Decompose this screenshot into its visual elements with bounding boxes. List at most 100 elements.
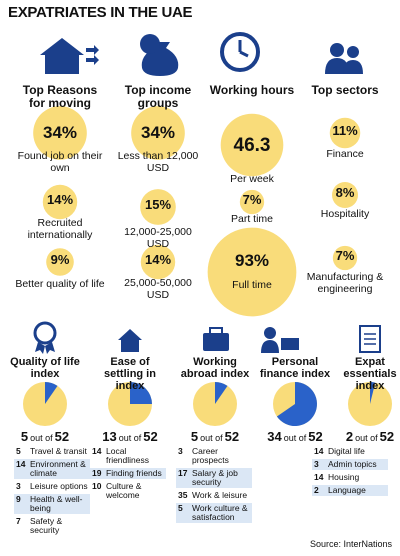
bubble-text: Finance — [326, 148, 364, 160]
total: 52 — [143, 429, 158, 444]
bubble-text: Hospitality — [320, 208, 370, 220]
bubble — [46, 248, 74, 276]
item-text: Culture & welcome — [106, 481, 142, 500]
item-rank: 10 — [92, 481, 102, 491]
item-text: Housing — [328, 472, 360, 482]
rank-text: 13 out of 52 — [90, 429, 170, 444]
index-heading: Working abroad index — [180, 356, 250, 381]
bubble-text: Manufacturing & engineering — [306, 271, 384, 295]
bubble-label: 93% — [234, 251, 270, 270]
item-text: Environment & climate — [30, 459, 86, 478]
bubble — [131, 106, 185, 160]
bubble-text: 12,000-25,000 USD — [124, 226, 192, 250]
bubble — [329, 117, 361, 149]
item-text: Finding friends — [106, 468, 162, 478]
index-item: 14 Environment & climate — [14, 459, 90, 479]
column-heading: Top sectors — [311, 83, 379, 97]
total: 52 — [379, 429, 395, 444]
bubble-text: Less than 12,000 USD — [117, 150, 199, 174]
item-rank: 3 — [16, 481, 21, 491]
index-item: 2 Language — [312, 485, 388, 496]
rank-text: 5 out of 52 — [5, 429, 85, 444]
item-text: Travel & transit — [30, 446, 87, 456]
item-text: Safety & security — [30, 516, 63, 535]
item-rank: 14 — [314, 472, 324, 482]
column-heading: Working hours — [209, 83, 295, 97]
index-heading: Ease of settling in index — [104, 356, 156, 393]
item-text: Leisure options — [30, 481, 88, 491]
index-item: 35 Work & leisure — [176, 490, 252, 501]
item-rank: 7 — [16, 516, 21, 526]
pie-slice — [276, 382, 317, 426]
index-item: 14 Housing — [312, 472, 388, 483]
index-heading: Personal finance index — [259, 356, 331, 381]
item-text: Admin topics — [328, 459, 377, 469]
bubble-text: Part time — [230, 213, 273, 225]
item-rank: 35 — [178, 490, 188, 500]
index-item: 14 Digital life — [312, 446, 388, 457]
index-item: 10 Culture & welcome — [90, 481, 166, 501]
bubble-text: Per week — [230, 173, 274, 185]
item-rank: 3 — [314, 459, 319, 469]
out-of: out of — [118, 433, 142, 443]
bubble-label: 46.3 — [233, 135, 271, 156]
out-of: out of — [30, 433, 53, 443]
index-item: 5 Work culture & satisfaction — [176, 503, 252, 523]
item-rank: 2 — [314, 485, 319, 495]
item-text: Digital life — [328, 446, 365, 456]
item-text: Career prospects — [192, 446, 229, 465]
item-rank: 3 — [178, 446, 183, 456]
index-item: 3 Leisure options — [14, 481, 90, 492]
bubble — [33, 106, 87, 160]
item-text: Health & well-being — [30, 494, 83, 513]
bubble — [140, 189, 176, 225]
bubble — [140, 244, 176, 280]
bubble — [239, 189, 265, 215]
rank: 13 — [102, 429, 117, 444]
item-rank: 19 — [92, 468, 102, 478]
out-of: out of — [283, 433, 307, 443]
bubble-label: 34% — [42, 123, 78, 142]
item-rank: 9 — [16, 494, 21, 504]
out-of: out of — [355, 433, 378, 443]
title: EXPATRIATES IN THE UAE — [8, 4, 193, 21]
rank: 34 — [267, 429, 282, 444]
item-text: Language — [328, 485, 366, 495]
total: 52 — [308, 429, 323, 444]
item-rank: 17 — [178, 468, 188, 478]
item-rank: 5 — [16, 446, 21, 456]
pie-slice — [130, 382, 152, 404]
index-item: 17 Salary & job security — [176, 468, 252, 488]
index-item: 3 Admin topics — [312, 459, 388, 470]
bubble — [42, 184, 78, 220]
item-text: Work & leisure — [192, 490, 248, 500]
item-rank: 14 — [92, 446, 102, 456]
item-rank: 14 — [16, 459, 26, 469]
rank-text: 2 out of 52 — [330, 429, 400, 444]
index-item: 14 Local friendliness — [90, 446, 166, 466]
index-item: 9 Health & well-being — [14, 494, 90, 514]
bubble-label: 15% — [144, 197, 172, 212]
bubble-label: 7% — [242, 192, 262, 207]
bubble-label: 11% — [332, 123, 358, 138]
pie-slice — [45, 382, 58, 404]
column-heading: Top income groups — [124, 83, 192, 111]
item-rank: 14 — [314, 446, 324, 456]
bubble — [220, 113, 284, 177]
item-text: Salary & job security — [192, 468, 238, 487]
bubble-label: 7% — [335, 248, 355, 263]
bubble-text: Better quality of life — [15, 278, 105, 290]
bubble-label: 14% — [144, 252, 172, 267]
icons — [33, 32, 381, 354]
bubble — [331, 181, 359, 209]
item-rank: 5 — [178, 503, 183, 513]
bubble-label: 9% — [50, 252, 70, 267]
source: Source: InterNations — [309, 539, 392, 550]
index-heading: Quality of life index — [10, 356, 80, 381]
item-text: Local friendliness — [106, 446, 149, 465]
bubble-label: 34% — [140, 123, 176, 142]
rank: 5 — [190, 429, 199, 444]
total: 52 — [54, 429, 70, 444]
bubble — [207, 227, 297, 317]
